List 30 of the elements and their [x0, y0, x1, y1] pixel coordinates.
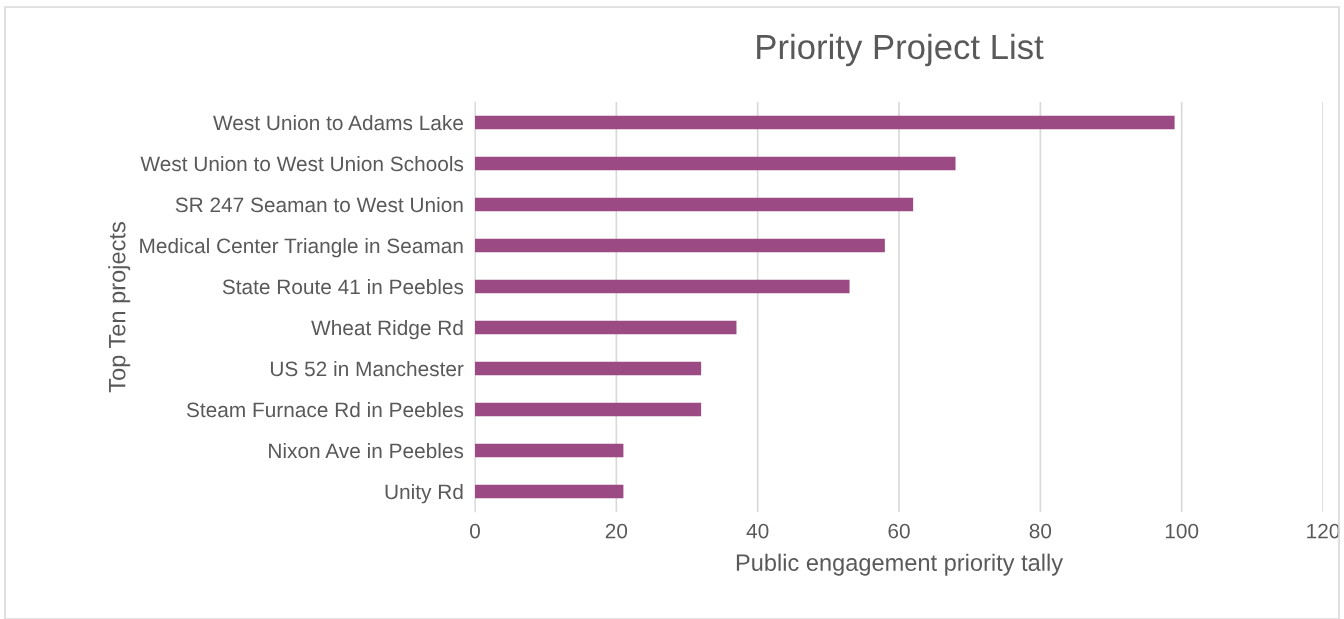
y-tick-label: Nixon Ave in Peebles	[269, 442, 464, 459]
x-tick-label: 60	[888, 523, 910, 539]
bar	[475, 443, 624, 458]
bar	[475, 361, 702, 376]
x-tick-label: 100	[1165, 523, 1199, 539]
y-tick-label: SR 247 Seaman to West Union	[175, 196, 463, 213]
chart-title: Priority Project List	[757, 33, 1044, 67]
x-tick-label: 40	[746, 523, 769, 539]
y-tick-label: State Route 41 in Peebles	[222, 278, 464, 295]
bar	[475, 484, 624, 499]
bar	[475, 197, 914, 212]
bar	[475, 238, 885, 253]
y-tick-label: US 52 in Manchester	[270, 360, 464, 377]
bar	[475, 156, 956, 171]
y-tick-label: West Union to Adams Lake	[213, 114, 463, 131]
y-tick-label: Wheat Ridge Rd	[311, 319, 463, 340]
bar	[475, 279, 850, 294]
y-tick-label: Unity Rd	[385, 483, 463, 504]
bar	[475, 402, 702, 417]
x-tick-label: 0	[470, 523, 480, 539]
x-tick-label: 80	[1029, 523, 1052, 539]
y-tick-label: Medical Center Triangle in Seaman	[140, 237, 463, 258]
bar	[475, 320, 737, 335]
bar	[475, 115, 1175, 130]
x-tick-label: 120	[1307, 523, 1340, 539]
x-axis-title: Public engagement priority tally	[736, 553, 1064, 576]
y-axis-title: Top Ten projects	[108, 222, 131, 393]
y-tick-label: West Union to West Union Schools	[140, 155, 464, 172]
y-tick-label: Steam Furnace Rd in Peebles	[186, 401, 464, 418]
x-tick-label: 20	[605, 523, 628, 539]
